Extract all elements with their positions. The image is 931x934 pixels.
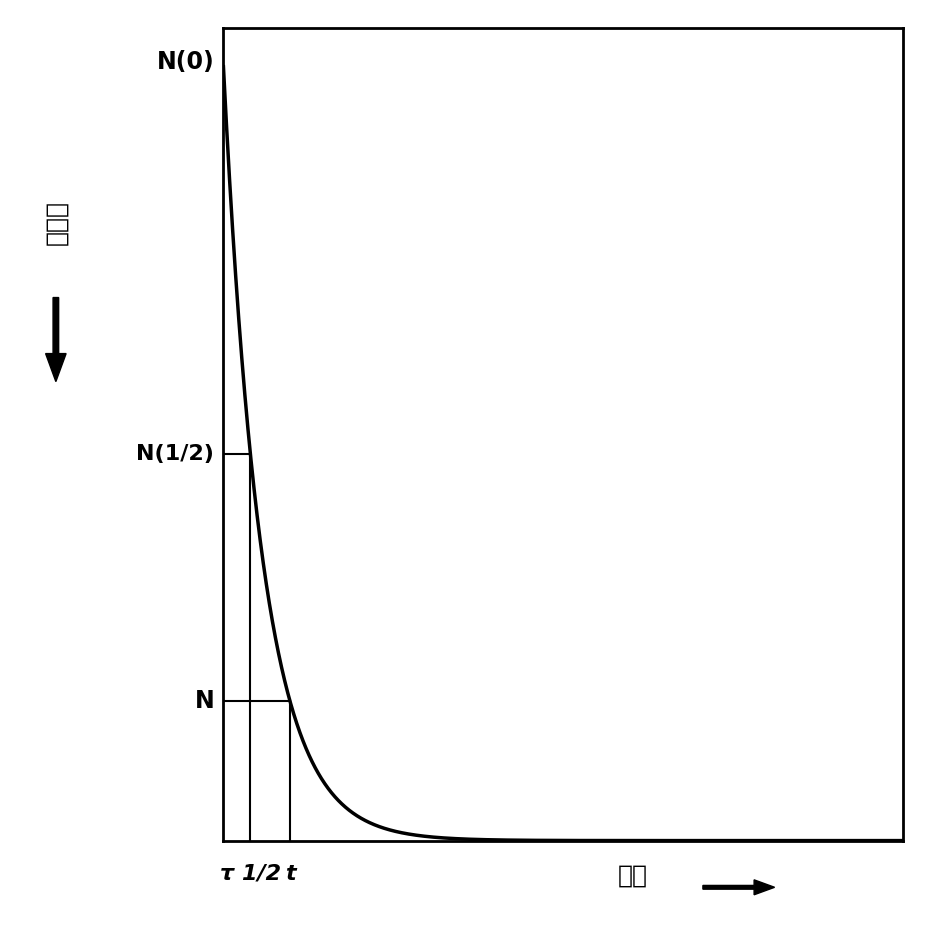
- Text: N: N: [195, 689, 214, 714]
- Text: 时间: 时间: [618, 864, 648, 888]
- Text: N(1/2): N(1/2): [136, 444, 214, 463]
- Text: 残留量: 残留量: [44, 200, 68, 246]
- Text: N(0): N(0): [156, 50, 214, 74]
- Text: t: t: [285, 864, 295, 884]
- Text: τ 1/2: τ 1/2: [220, 864, 281, 884]
